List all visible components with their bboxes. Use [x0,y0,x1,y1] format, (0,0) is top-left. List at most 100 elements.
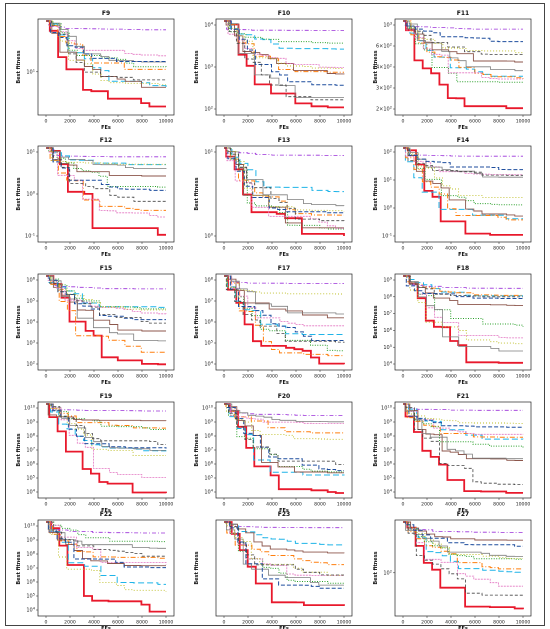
y-tick-label: 101 [383,177,392,184]
series-line-6 [224,147,344,229]
x-tick-label: 2000 [242,620,254,626]
series-line-10 [403,403,523,424]
y-tick-label: 106 [204,319,213,326]
x-tick-label: 4000 [88,246,100,252]
series-line-1 [224,147,345,236]
series-line-5 [403,275,524,327]
series-line-6 [224,275,344,319]
x-tick-label: 8000 [493,620,505,626]
series-line-7 [224,275,344,327]
series-line-1 [403,403,523,494]
chart-title: F9 [102,10,110,17]
y-tick-label: 102 [204,106,213,113]
series-line-3 [46,403,167,452]
series-line-11 [224,275,345,343]
x-tick-label: 6000 [469,502,481,508]
series-line-3 [224,275,345,336]
x-tick-label: 4000 [445,374,457,380]
series-line-6 [224,20,345,75]
x-tick-label: 10000 [337,119,352,125]
y-tick-label: 103 [204,64,213,71]
x-tick-label: 4000 [88,374,100,380]
x-axis-label: FEs [101,626,111,629]
y-tick-label: 109 [383,277,392,284]
y-tick-label: 104 [26,607,35,614]
x-tick-label: 8000 [493,246,505,252]
y-tick-label: 1010 [202,405,214,412]
chart-panel-F11: F11 Best fitness FEs 0 2000 4000 6000 8000 10000… [373,10,532,131]
x-tick-label: 8000 [136,502,148,508]
x-tick-label: 8000 [136,119,148,125]
x-tick-label: 4000 [88,119,100,125]
x-tick-label: 4000 [445,246,457,252]
x-tick-label: 4000 [88,620,100,626]
series-line-6 [403,20,523,63]
x-tick-label: 6000 [469,119,481,125]
chart-panel-F12: F12 Best fitness FEs 0 2000 4000 6000 8000 10000… [16,137,175,258]
series-group [224,147,345,236]
series-group [46,521,167,613]
series-line-8 [403,20,523,72]
series-line-1 [46,20,166,108]
x-tick-label: 2000 [421,620,433,626]
x-tick-label: 2000 [242,502,254,508]
x-tick-label: 8000 [314,246,326,252]
chart-title: F19 [100,393,112,400]
series-line-2 [224,147,344,156]
chart-panel-F10: F10 Best fitness FEs 0 2000 4000 6000 8000 10000… [194,10,353,131]
x-axis-label: FEs [101,380,111,386]
series-line-9 [403,521,523,547]
x-tick-label: 6000 [469,620,481,626]
x-tick-label: 4000 [88,502,100,508]
y-tick-label: 106 [383,327,392,334]
y-axis-label: Best fitness [373,551,379,584]
x-tick-label: 10000 [516,119,531,125]
y-tick-label: 102 [26,361,35,368]
y-tick-label: 103 [383,22,392,29]
series-line-9 [403,275,523,299]
series-line-8 [224,147,345,207]
y-tick-label: 107 [383,447,392,454]
series-line-10 [403,275,523,345]
y-tick-label: 108 [383,293,392,300]
x-tick-label: 0 [223,374,226,380]
series-line-9 [224,403,344,472]
x-tick-label: 10000 [159,620,174,626]
x-tick-label: 10000 [516,502,531,508]
series-line-9 [46,20,167,63]
x-tick-label: 4000 [266,502,278,508]
x-tick-label: 2000 [64,502,76,508]
series-group [403,20,524,110]
y-tick-label: 104 [204,489,213,496]
y-tick-label: 109 [383,419,392,426]
x-tick-label: 8000 [314,119,326,125]
x-tick-label: 6000 [290,620,302,626]
series-line-3 [46,275,166,308]
chart-title: F27 [457,511,469,518]
series-line-6 [403,403,523,461]
x-tick-label: 0 [402,620,405,626]
y-tick-label: 101 [26,68,35,75]
series-line-9 [224,147,344,214]
x-axis-label: FEs [458,125,468,131]
x-tick-label: 10000 [337,620,352,626]
series-line-11 [403,275,523,298]
y-tick-label: 6×102 [376,43,392,50]
chart-title: F10 [278,10,290,17]
x-tick-label: 2000 [242,119,254,125]
series-line-11 [403,521,523,596]
x-tick-label: 6000 [112,502,124,508]
series-line-4 [46,275,167,353]
series-line-7 [46,521,167,565]
y-tick-label: 104 [26,489,35,496]
series-line-5 [46,521,166,543]
x-tick-label: 8000 [136,374,148,380]
series-line-2 [403,20,523,30]
x-tick-label: 6000 [112,119,124,125]
series-line-10 [46,275,166,311]
series-line-7 [403,403,524,435]
series-line-8 [224,521,344,586]
series-line-5 [224,403,344,473]
x-tick-label: 6000 [290,502,302,508]
